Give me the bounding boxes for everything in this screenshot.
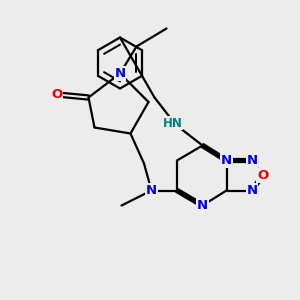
Text: O: O: [51, 88, 63, 101]
Text: N: N: [246, 184, 258, 197]
Text: N: N: [114, 67, 126, 80]
Text: HN: HN: [163, 116, 182, 130]
Text: O: O: [257, 169, 268, 182]
Text: N: N: [221, 154, 232, 167]
Text: N: N: [197, 199, 208, 212]
Text: N: N: [246, 154, 258, 167]
Text: N: N: [146, 184, 157, 197]
